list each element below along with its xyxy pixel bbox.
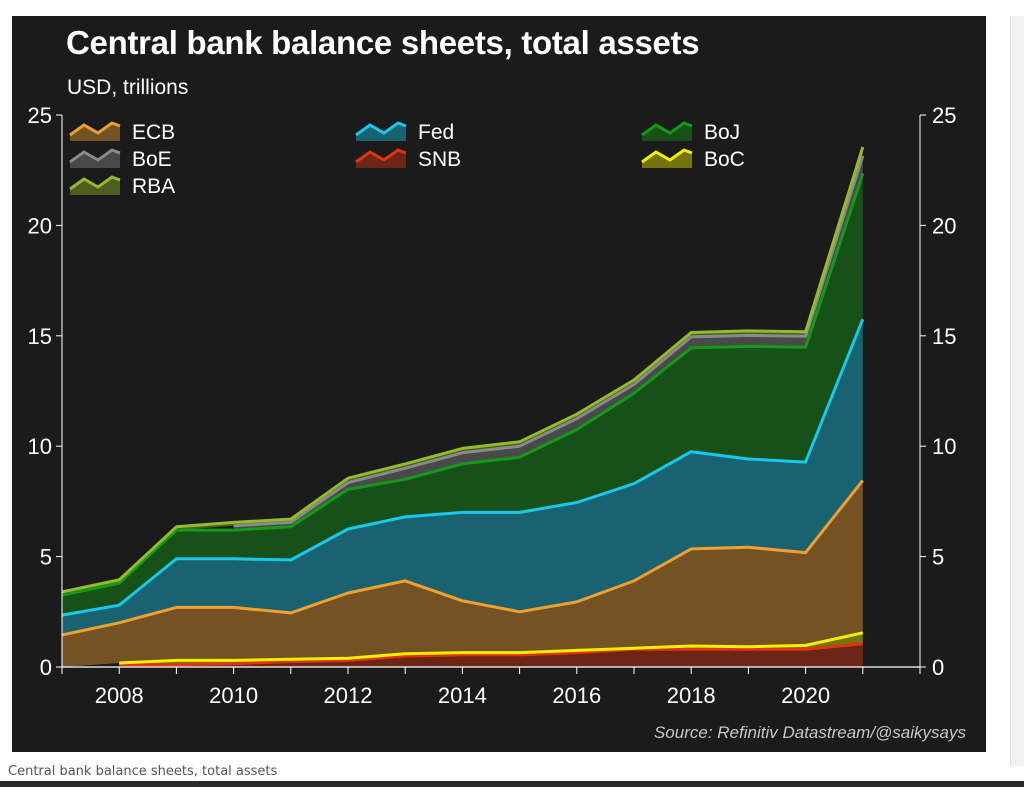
y-tick-label-right: 15 <box>932 324 956 349</box>
chart-panel: 0 0 5 5 10 10 15 15 20 20 25 25 2008 2010 2012 2014 2016… <box>12 16 986 752</box>
page-scrollbar[interactable] <box>1010 16 1024 766</box>
legend-label-boj: BoJ <box>704 121 740 144</box>
area-fed <box>62 319 863 635</box>
x-tick-label: 2010 <box>209 683 258 708</box>
legend-swatch-snb <box>355 148 407 164</box>
series-line-boc <box>119 631 864 665</box>
chart-source: Source: Refinitiv Datastream/@saikysays <box>653 723 966 742</box>
area-boj <box>62 173 863 616</box>
x-tick-label: 2018 <box>667 683 716 708</box>
legend-swatch-boe <box>69 148 121 164</box>
legend-swatch-fed <box>355 121 407 137</box>
x-tick-label: 2020 <box>781 683 830 708</box>
series-line-fed <box>61 318 865 617</box>
y-tick-label-right: 20 <box>932 213 956 238</box>
legend-label-fed: Fed <box>418 121 454 144</box>
legend-label-rba: RBA <box>132 175 175 198</box>
y-tick-label-right: 10 <box>932 434 956 459</box>
series-line-rba <box>61 146 865 594</box>
series-line-boe <box>233 155 865 528</box>
legend-swatch-ecb <box>69 121 121 137</box>
y-tick-label-right: 0 <box>932 655 944 680</box>
y-tick-label-right: 25 <box>932 103 956 128</box>
series-line-ecb <box>61 479 864 637</box>
y-tick-label-left: 5 <box>40 545 52 570</box>
page-caption: Central bank balance sheets, total asset… <box>8 764 278 779</box>
y-tick-label-left: 25 <box>28 103 52 128</box>
legend-label-ecb: ECB <box>132 121 175 144</box>
legend-swatch-rba <box>69 175 121 191</box>
x-tick-label: 2016 <box>552 683 601 708</box>
series-line-snb <box>119 642 863 667</box>
legend-swatch-boc <box>641 148 693 164</box>
legend-label-boc: BoC <box>704 148 745 171</box>
legend-label-boe: BoE <box>132 148 172 171</box>
bottom-bar <box>0 781 1024 787</box>
y-tick-label-left: 20 <box>28 213 52 238</box>
y-tick-label-right: 5 <box>932 545 944 570</box>
area-boe <box>233 155 863 531</box>
y-tick-label-left: 0 <box>40 655 52 680</box>
chart-title: Central bank balance sheets, total asset… <box>66 24 700 61</box>
x-tick-label: 2014 <box>438 683 487 708</box>
x-tick-label: 2012 <box>324 683 373 708</box>
area-ecb <box>62 480 863 667</box>
series-line-boj <box>61 173 865 597</box>
chart-subtitle: USD, trillions <box>67 76 189 99</box>
y-tick-label-left: 10 <box>28 434 52 459</box>
legend-swatch-boj <box>641 121 693 137</box>
legend-label-snb: SNB <box>418 148 461 171</box>
y-tick-label-left: 15 <box>28 324 52 349</box>
x-tick-label: 2008 <box>95 683 144 708</box>
